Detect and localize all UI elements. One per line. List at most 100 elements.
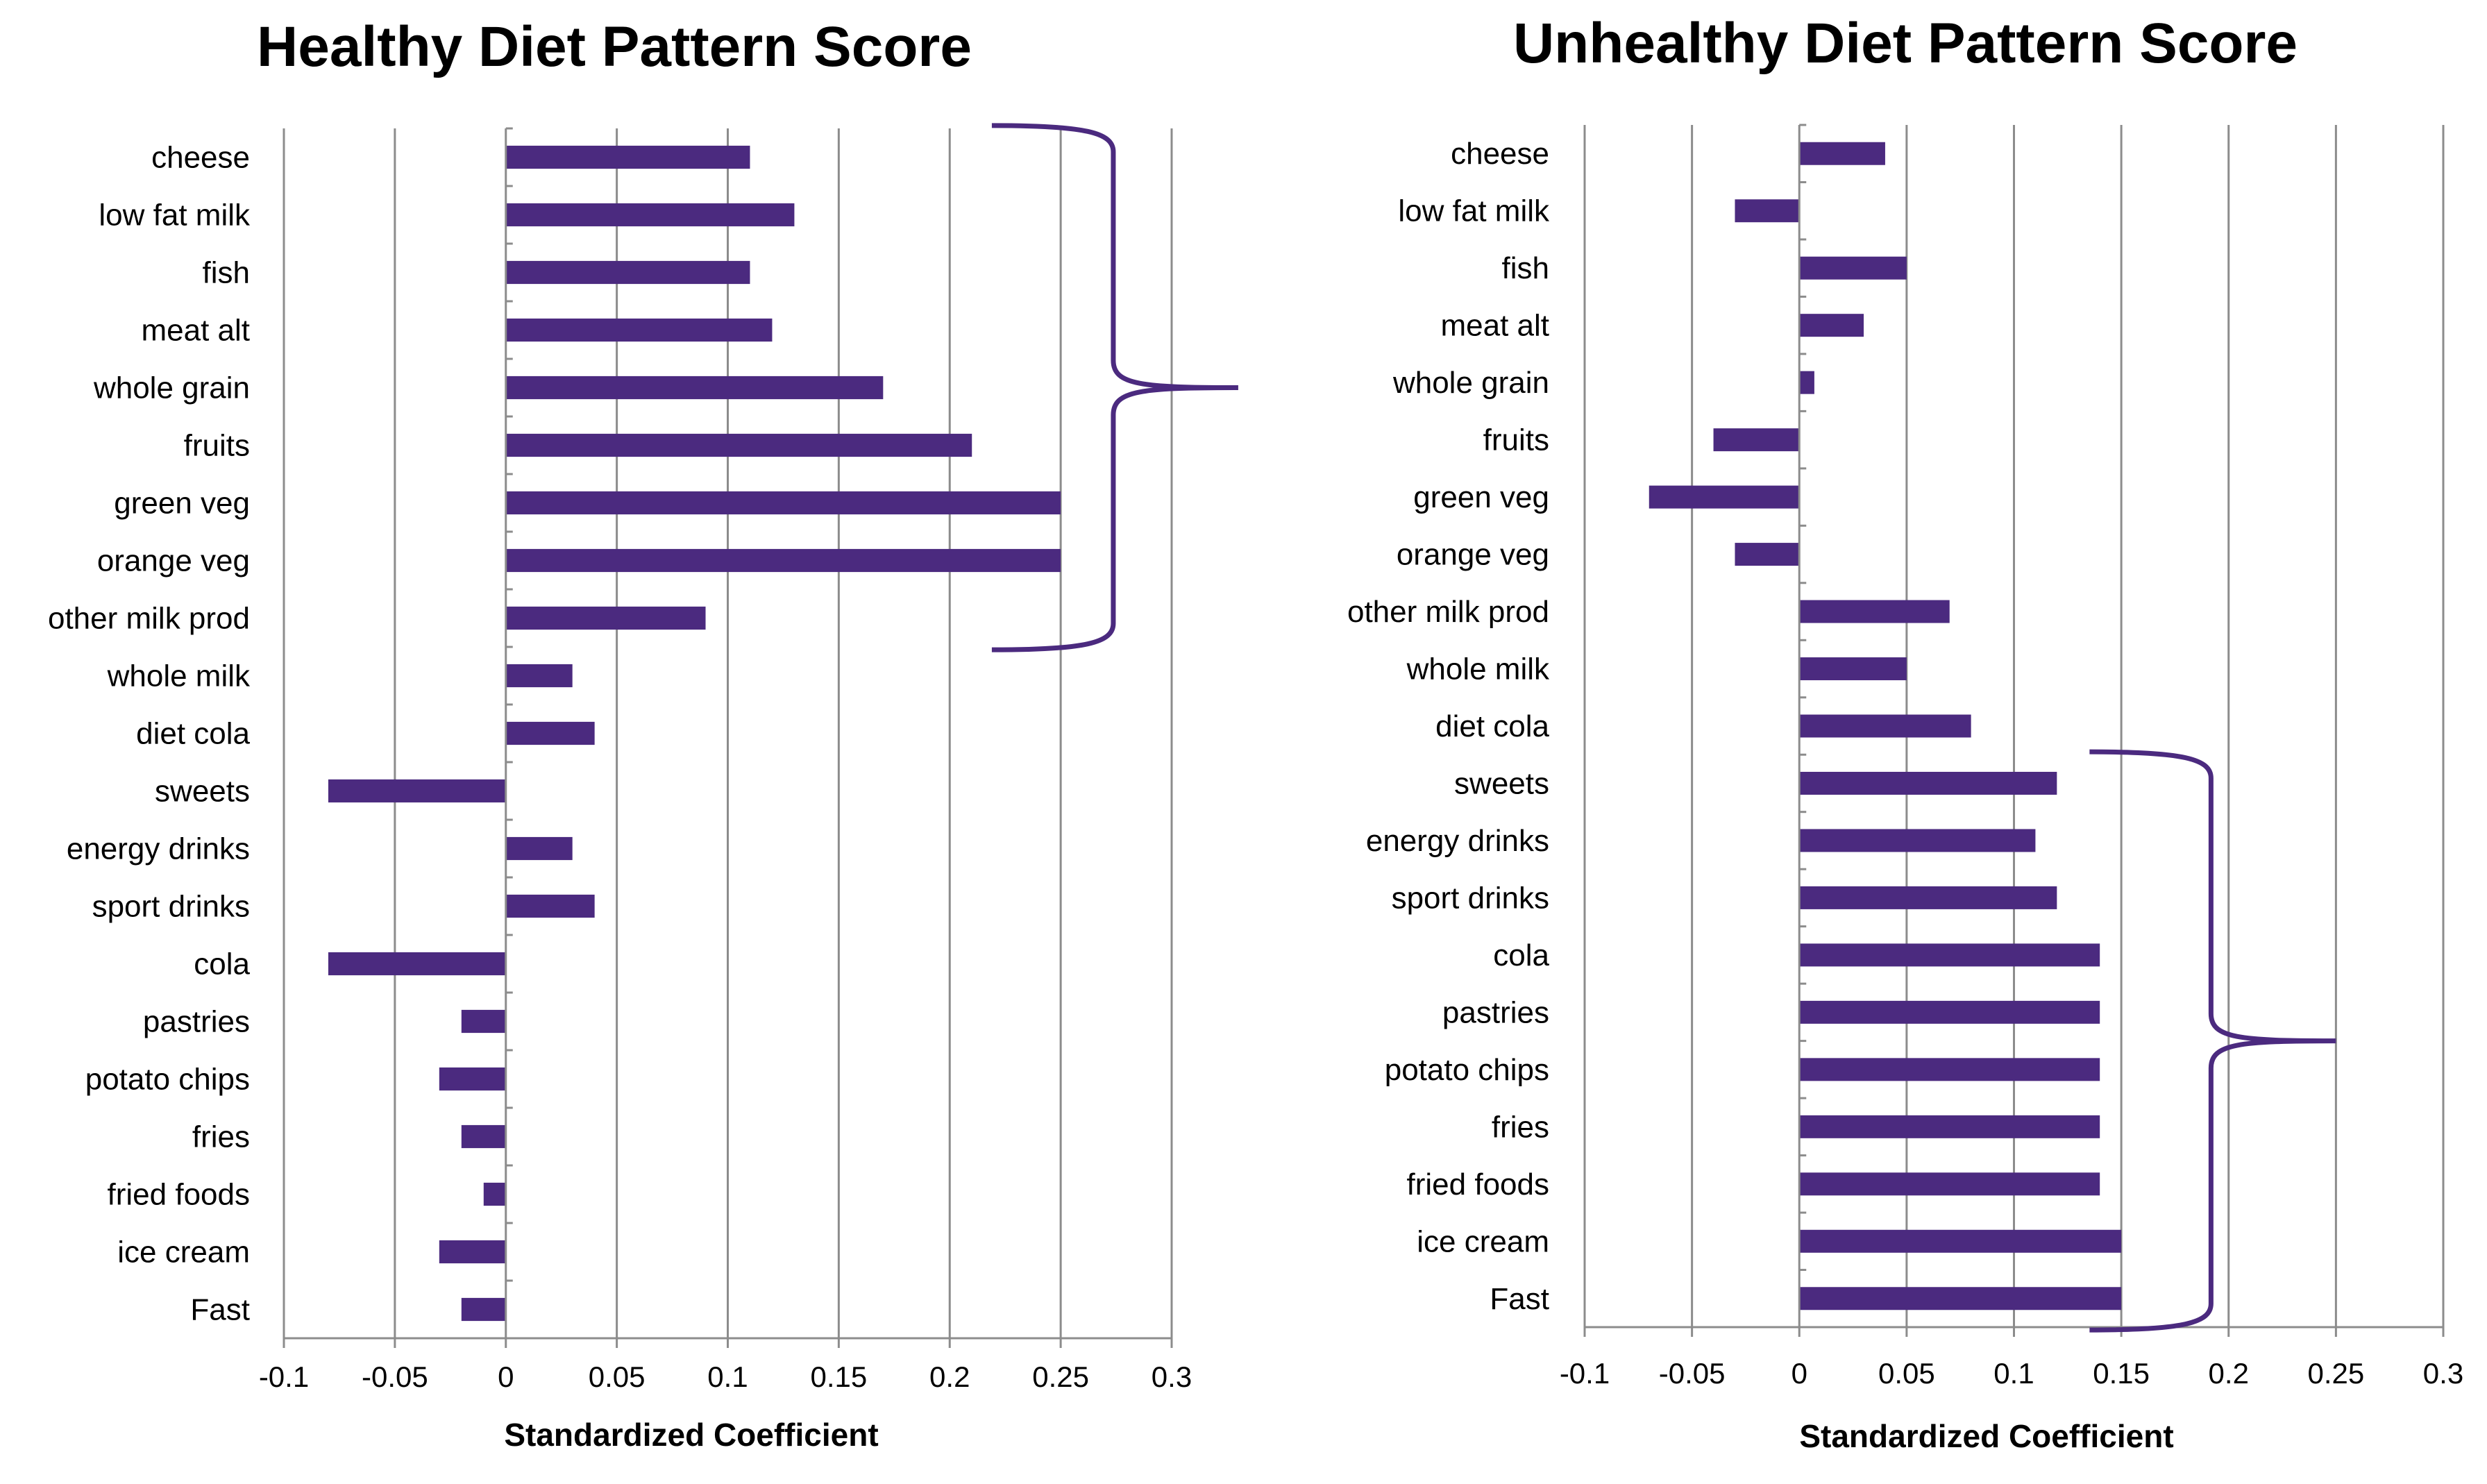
unhealthy-tick-label: -0.05 (1659, 1357, 1726, 1390)
healthy-bar-fish (505, 260, 750, 285)
unhealthy-category-label: energy drinks (1366, 824, 1549, 858)
healthy-category-label: sport drinks (92, 890, 250, 924)
unhealthy-category-label: potato chips (1385, 1053, 1549, 1087)
unhealthy-bar-fries (1799, 1115, 2100, 1138)
unhealthy-tick-label: -0.1 (1560, 1357, 1610, 1390)
unhealthy-tick-label: 0.2 (2209, 1357, 2249, 1390)
healthy-category-label: orange veg (97, 544, 250, 578)
unhealthy-x-axis-title: Standardized Coefficient (1799, 1418, 2173, 1454)
unhealthy-diet-chart: Unhealthy Diet Pattern Score cheese low f… (1347, 12, 2463, 1454)
healthy-bar-ice-cream (439, 1240, 506, 1264)
healthy-bar-meat-alt (505, 318, 773, 342)
healthy-tick-label: 0.3 (1152, 1360, 1192, 1393)
unhealthy-bar-other-milk-prod (1799, 600, 1950, 623)
unhealthy-bar-whole-grain (1799, 371, 1814, 394)
healthy-bar-cola (328, 952, 506, 976)
unhealthy-bar-diet-cola (1799, 714, 1971, 738)
unhealthy-category-label: fish (1502, 251, 1549, 285)
unhealthy-bar-fast (1799, 1287, 2122, 1310)
healthy-bar-orange-veg (505, 548, 1061, 573)
unhealthy-category-label: meat alt (1440, 309, 1549, 343)
healthy-tick-label: 0.05 (589, 1360, 646, 1393)
unhealthy-category-label: fries (1492, 1110, 1549, 1144)
unhealthy-bar-fruits (1713, 428, 1800, 452)
unhealthy-bar-pastries (1799, 1000, 2100, 1024)
healthy-tick-label: -0.05 (362, 1360, 428, 1393)
unhealthy-category-label: other milk prod (1347, 595, 1549, 629)
healthy-bar-fast (461, 1297, 506, 1322)
healthy-category-label: cola (194, 947, 250, 981)
unhealthy-bar-low-fat-milk (1735, 199, 1800, 223)
healthy-category-label: potato chips (85, 1063, 250, 1097)
unhealthy-bar-orange-veg (1735, 543, 1800, 566)
healthy-x-axis-title: Standardized Coefficient (504, 1417, 878, 1453)
healthy-bar-whole-milk (505, 664, 573, 688)
healthy-bar-energy-drinks (505, 836, 573, 861)
healthy-category-label: whole milk (107, 659, 251, 693)
healthy-bar-potato-chips (439, 1067, 506, 1091)
healthy-category-label: ice cream (117, 1236, 250, 1270)
healthy-bar-sport-drinks (505, 894, 595, 918)
unhealthy-category-label: diet cola (1435, 709, 1549, 743)
unhealthy-tick-label: 0.15 (2093, 1357, 2150, 1390)
healthy-diet-chart: Healthy Diet Pattern Score cheese low fat… (48, 15, 1238, 1453)
healthy-bar-whole-grain (505, 376, 884, 400)
healthy-category-label: meat alt (141, 314, 250, 348)
unhealthy-tick-label: 0 (1792, 1357, 1807, 1390)
healthy-category-label: diet cola (136, 717, 250, 751)
unhealthy-bar-ice-cream (1799, 1229, 2122, 1253)
healthy-bar-fruits (505, 433, 972, 457)
healthy-bar-other-milk-prod (505, 606, 706, 630)
healthy-tick-label: 0.25 (1032, 1360, 1089, 1393)
unhealthy-bar-whole-milk (1799, 657, 1907, 681)
unhealthy-tick-label: 0.1 (1993, 1357, 2034, 1390)
unhealthy-category-label: fried foods (1407, 1167, 1549, 1201)
healthy-bar-green-veg (505, 491, 1061, 515)
healthy-bar-fries (461, 1124, 506, 1149)
unhealthy-bar-meat-alt (1799, 314, 1864, 337)
unhealthy-category-label: Fast (1490, 1282, 1549, 1316)
healthy-bar-low-fat-milk (505, 203, 795, 227)
healthy-bar-pastries (461, 1009, 506, 1034)
unhealthy-bar-energy-drinks (1799, 829, 2036, 852)
unhealthy-chart-title: Unhealthy Diet Pattern Score (1513, 12, 2298, 75)
unhealthy-category-label: whole grain (1392, 366, 1549, 400)
unhealthy-category-label: pastries (1442, 995, 1549, 1029)
unhealthy-category-label: cheese (1451, 137, 1549, 171)
healthy-category-label: whole grain (93, 371, 250, 405)
unhealthy-grouping-bracket (2089, 749, 2336, 1333)
unhealthy-bar-sport-drinks (1799, 886, 2057, 909)
unhealthy-bar-potato-chips (1799, 1058, 2100, 1081)
healthy-tick-label: 0.1 (707, 1360, 748, 1393)
healthy-category-label: fish (203, 256, 250, 290)
unhealthy-tick-label: 0.05 (1878, 1357, 1935, 1390)
healthy-chart-title: Healthy Diet Pattern Score (257, 15, 972, 78)
healthy-category-label: energy drinks (67, 832, 250, 866)
healthy-bar-sweets (328, 779, 506, 803)
healthy-category-label: cheese (151, 141, 250, 175)
unhealthy-tick-label: 0.25 (2308, 1357, 2365, 1390)
healthy-category-label: Fast (190, 1293, 250, 1327)
healthy-bar-cheese (505, 145, 750, 169)
unhealthy-tick-label: 0.3 (2423, 1357, 2463, 1390)
healthy-tick-label: 0 (498, 1360, 514, 1393)
healthy-bar-diet-cola (505, 721, 595, 745)
unhealthy-bar-cola (1799, 943, 2100, 967)
unhealthy-bar-cheese (1799, 142, 1885, 165)
healthy-category-label: fries (192, 1120, 250, 1154)
healthy-category-label: fried foods (108, 1178, 250, 1212)
healthy-tick-label: 0.15 (811, 1360, 868, 1393)
healthy-category-label: pastries (143, 1005, 250, 1039)
unhealthy-bar-sweets (1799, 771, 2057, 795)
unhealthy-category-label: fruits (1483, 423, 1549, 457)
unhealthy-category-label: low fat milk (1398, 194, 1550, 228)
unhealthy-bar-green-veg (1649, 485, 1800, 509)
healthy-category-label: other milk prod (48, 602, 250, 636)
healthy-category-label: low fat milk (99, 199, 251, 233)
healthy-category-label: green veg (114, 487, 250, 521)
healthy-bar-fried-foods (483, 1182, 506, 1206)
unhealthy-category-label: ice cream (1417, 1224, 1549, 1258)
unhealthy-bar-fish (1799, 256, 1907, 280)
healthy-tick-label: -0.1 (259, 1360, 309, 1393)
